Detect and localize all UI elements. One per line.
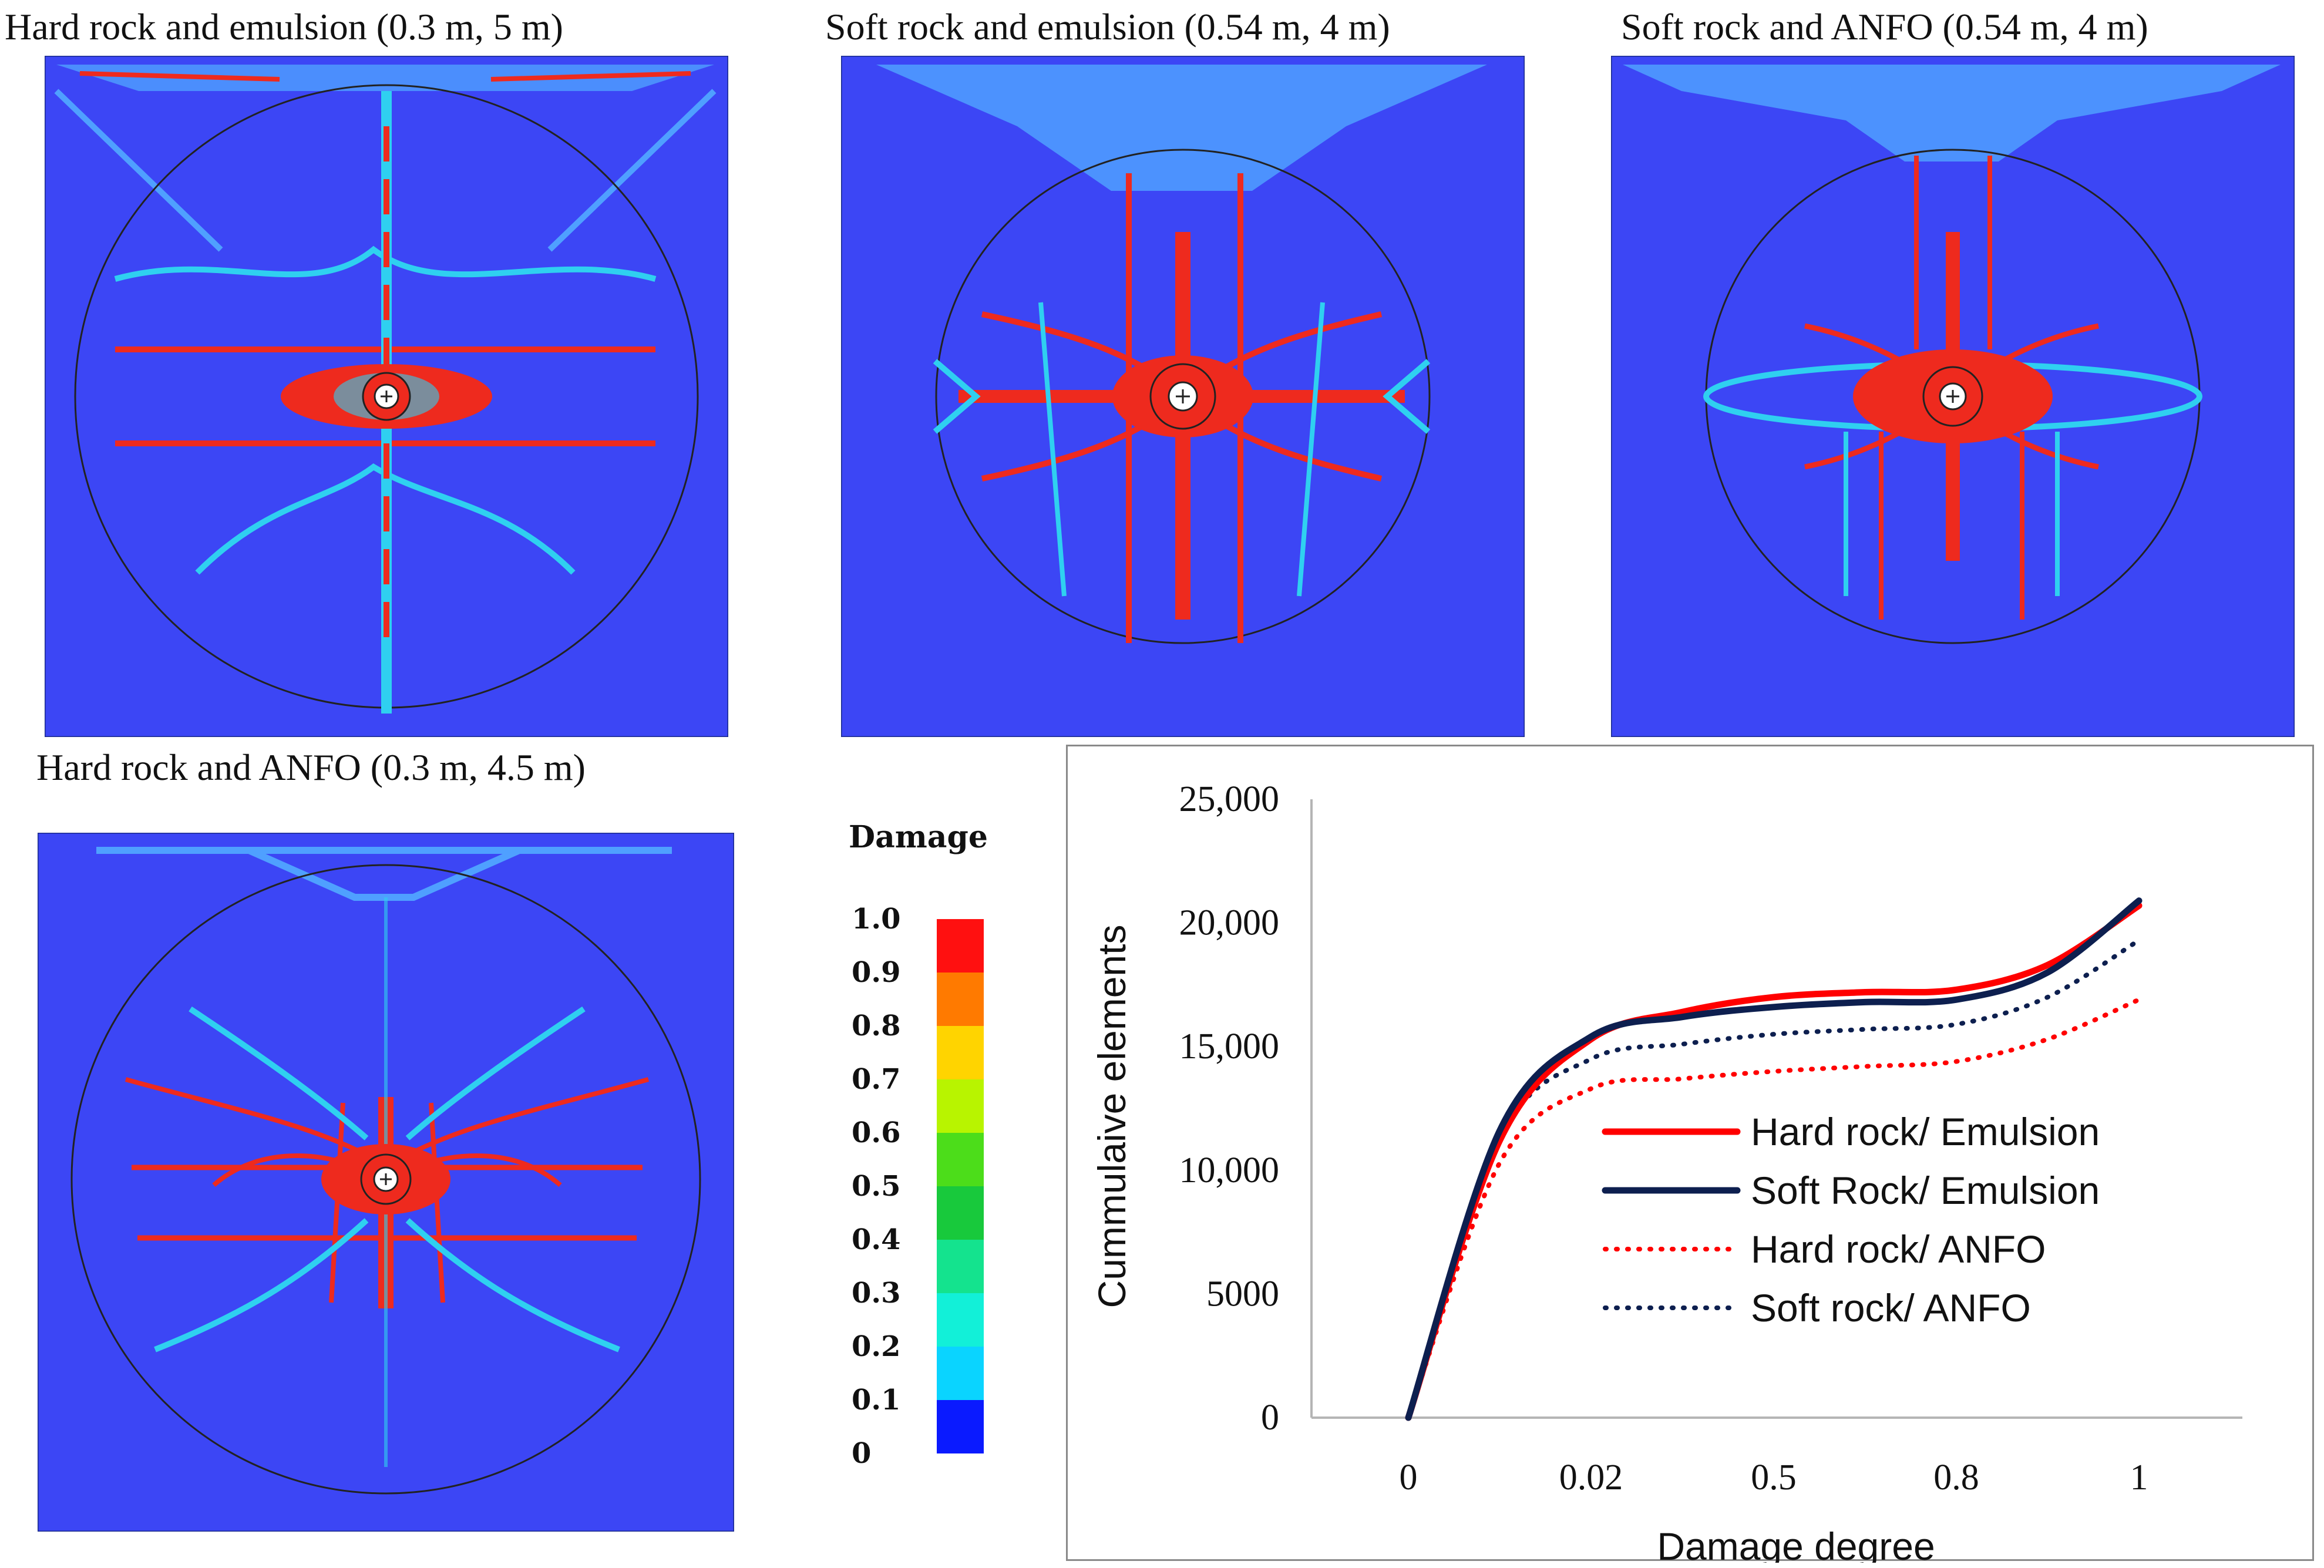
legend-label: Soft Rock/ Emulsion (1751, 1169, 2100, 1212)
colorbar-tick-label: 0.4 (852, 1223, 901, 1256)
x-axis-label: Damage degree (1657, 1525, 1935, 1563)
series-line-hard-rock-anfo (1406, 997, 2141, 1420)
damage-colorbar (937, 919, 984, 1453)
colorbar-tick-label: 0.1 (852, 1384, 901, 1416)
cumulative-elements-chart: 25,000 20,000 15,000 10,000 5000 0 0 0.02 0.5 0.8… (1090, 779, 2242, 1563)
colorbar-band (937, 919, 984, 973)
panel-title-soft-anfo: Soft rock and ANFO (0.54 m, 4 m) (1621, 6, 2148, 48)
sim-panel-soft-emulsion (841, 56, 1525, 737)
colorbar-tick-label: 0.9 (852, 956, 901, 989)
sim-panel-hard-anfo (38, 833, 734, 1532)
sim-panel-hard-emulsion (45, 56, 728, 737)
colorbar-band (937, 1240, 984, 1294)
colorbar-tick-label: 0.8 (852, 1010, 901, 1042)
series-line-soft-rock-emulsion (1405, 897, 2143, 1421)
colorbar-tick-label: 0.2 (852, 1330, 901, 1363)
panel-title-soft-emulsion: Soft rock and emulsion (0.54 m, 4 m) (825, 6, 1390, 48)
colorbar-band (937, 1293, 984, 1347)
colorbar-band (937, 1400, 984, 1453)
sim-panel-soft-anfo (1611, 56, 2295, 737)
colorbar-band (937, 1026, 984, 1080)
legend-label: Hard rock/ Emulsion (1751, 1110, 2100, 1153)
colorbar-tick-label: 0 (852, 1437, 872, 1470)
colorbar-band (937, 1186, 984, 1240)
colorbar-band (937, 1079, 984, 1133)
colorbar-tick-label: 0.6 (852, 1116, 901, 1149)
y-axis-label: Cummulaive elements (1090, 925, 1134, 1308)
series-line-soft-rock-anfo (1406, 938, 2141, 1420)
colorbar-band (937, 1133, 984, 1187)
panel-title-hard-anfo: Hard rock and ANFO (0.3 m, 4.5 m) (36, 746, 586, 788)
y-tick-label: 25,000 (1179, 779, 1280, 819)
y-tick-label: 10,000 (1179, 1150, 1280, 1190)
colorbar-band (937, 1347, 984, 1401)
x-tick-label: 0.8 (1933, 1458, 1979, 1498)
colorbar-band (937, 973, 984, 1027)
colorbar-tick-label: 1.0 (852, 903, 901, 936)
colorbar-title: Damage (849, 819, 988, 855)
y-tick-label: 20,000 (1179, 903, 1280, 943)
legend-label: Soft rock/ ANFO (1751, 1286, 2031, 1330)
colorbar-tick-label: 0.3 (852, 1277, 901, 1310)
panel-title-hard-emulsion: Hard rock and emulsion (0.3 m, 5 m) (5, 6, 563, 48)
y-tick-label: 0 (1261, 1398, 1279, 1438)
chart-frame: 25,000 20,000 15,000 10,000 5000 0 0 0.02 0.5 0.8… (1066, 745, 2314, 1563)
legend-label: Hard rock/ ANFO (1751, 1227, 2046, 1271)
colorbar-tick-label: 0.5 (852, 1170, 901, 1203)
x-tick-label: 0.02 (1559, 1458, 1623, 1498)
x-tick-label: 1 (2130, 1458, 2148, 1498)
series-line-hard-rock-emulsion (1405, 902, 2143, 1421)
x-tick-label: 0.5 (1751, 1458, 1797, 1498)
x-tick-label: 0 (1400, 1458, 1418, 1498)
y-tick-label: 5000 (1206, 1274, 1279, 1314)
y-tick-label: 15,000 (1179, 1027, 1280, 1066)
colorbar-tick-label: 0.7 (852, 1063, 901, 1096)
